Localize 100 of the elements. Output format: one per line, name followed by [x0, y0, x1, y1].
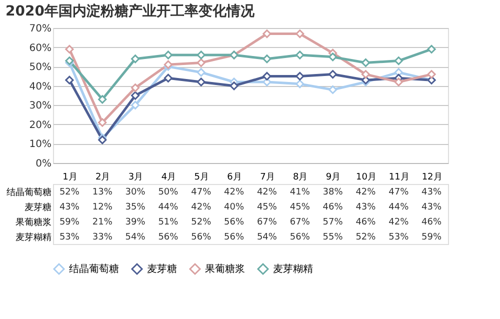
data-label: 51%: [158, 218, 179, 228]
data-label: 56%: [191, 232, 212, 242]
data-label: 53%: [388, 232, 410, 242]
text: 果葡糖浆: [16, 218, 52, 228]
point: [196, 58, 206, 67]
point: [328, 85, 338, 94]
point: [262, 30, 272, 38]
data-label: 55%: [322, 232, 344, 242]
data-label: 57%: [322, 218, 344, 228]
data-label: 52%: [191, 218, 212, 228]
data-label: 46%: [322, 202, 344, 212]
data-label: 42%: [356, 188, 376, 198]
y-tick-label: 60%: [29, 42, 52, 54]
point: [328, 52, 338, 62]
point: [131, 54, 140, 64]
data-label: 59%: [422, 232, 442, 242]
data-label: 54%: [256, 232, 278, 242]
point: [164, 74, 172, 82]
data-label: 56%: [290, 232, 310, 242]
data-label: 41%: [290, 188, 310, 198]
x-tick-label: 11月: [388, 172, 410, 182]
legend-label: 果葡糖浆: [205, 263, 245, 275]
data-label: 44%: [388, 202, 410, 212]
data-label: 39%: [125, 218, 146, 228]
data-label: 46%: [422, 218, 442, 228]
data-label: 33%: [92, 232, 113, 242]
point: [427, 70, 436, 79]
point: [262, 72, 272, 80]
data-label: 46%: [356, 218, 376, 228]
point: [262, 54, 272, 64]
x-tick-label: 10月: [356, 172, 376, 182]
point: [296, 72, 304, 80]
data-label: 30%: [125, 188, 146, 198]
point: [394, 56, 403, 66]
x-tick-label: 9月: [326, 172, 341, 182]
data-label: 67%: [290, 218, 310, 228]
text: 结晶葡萄糖: [6, 188, 52, 198]
data-label: 38%: [322, 188, 344, 198]
x-tick-label: 1月: [62, 172, 78, 182]
point: [328, 70, 338, 79]
data-label: 42%: [191, 202, 212, 212]
point: [196, 68, 206, 77]
x-tick-label: 6月: [227, 172, 242, 182]
data-label: 35%: [125, 202, 146, 212]
y-tick-label: 10%: [29, 139, 52, 150]
x-tick-label: 4月: [161, 172, 176, 182]
x-tick-label: 12月: [422, 172, 442, 182]
legend-label: 结晶葡萄糖: [69, 263, 119, 275]
point: [98, 118, 107, 127]
y-tick-label: 20%: [29, 120, 52, 131]
point: [230, 82, 238, 90]
data-label: 43%: [59, 202, 80, 212]
legend-label: 麦芽糖: [147, 263, 177, 275]
data-label: 45%: [256, 202, 278, 212]
y-tick-label: 40%: [29, 81, 52, 92]
point: [296, 30, 304, 38]
point: [394, 78, 403, 86]
data-label: 52%: [356, 232, 376, 242]
data-label: 43%: [422, 202, 442, 212]
data-label: 56%: [224, 232, 244, 242]
data-label: 13%: [92, 188, 113, 198]
data-label: 21%: [92, 218, 113, 228]
data-label: 45%: [290, 202, 310, 212]
point: [164, 50, 172, 60]
point: [427, 44, 436, 54]
point: [131, 91, 140, 100]
y-tick-label: 30%: [29, 100, 52, 112]
x-tick-label: 3月: [128, 172, 144, 182]
legend-label: 麦芽糊精: [273, 263, 313, 275]
point: [361, 70, 370, 79]
point: [164, 60, 172, 69]
data-label: 43%: [422, 188, 442, 198]
data-label: 47%: [191, 188, 212, 198]
data-label: 42%: [224, 188, 244, 198]
data-label: 40%: [224, 202, 244, 212]
data-label: 43%: [356, 202, 376, 212]
chart-title: 2020年国内淀粉糖产业开工率变化情况: [6, 2, 256, 20]
data-label: 53%: [59, 232, 80, 242]
y-tick-label: 70%: [29, 24, 52, 34]
point: [131, 84, 140, 92]
data-label: 56%: [224, 218, 244, 228]
text: 麦芽糖: [24, 203, 52, 213]
point: [98, 136, 107, 144]
data-label: 52%: [59, 188, 80, 198]
x-tick-label: 5月: [194, 172, 209, 182]
text: 麦芽糊精: [16, 233, 52, 243]
data-label: 44%: [158, 202, 179, 212]
y-tick-label: 0%: [36, 158, 52, 170]
data-label: 42%: [256, 188, 278, 198]
data-label: 12%: [92, 202, 113, 212]
point: [296, 80, 304, 88]
point: [361, 58, 370, 67]
data-label: 59%: [59, 218, 80, 228]
data-label: 56%: [158, 232, 179, 242]
data-label: 50%: [158, 188, 179, 198]
x-tick-label: 8月: [293, 172, 308, 182]
data-label: 42%: [388, 218, 410, 228]
data-label: 67%: [256, 218, 278, 228]
point: [98, 95, 107, 104]
x-tick-label: 7月: [260, 172, 275, 182]
